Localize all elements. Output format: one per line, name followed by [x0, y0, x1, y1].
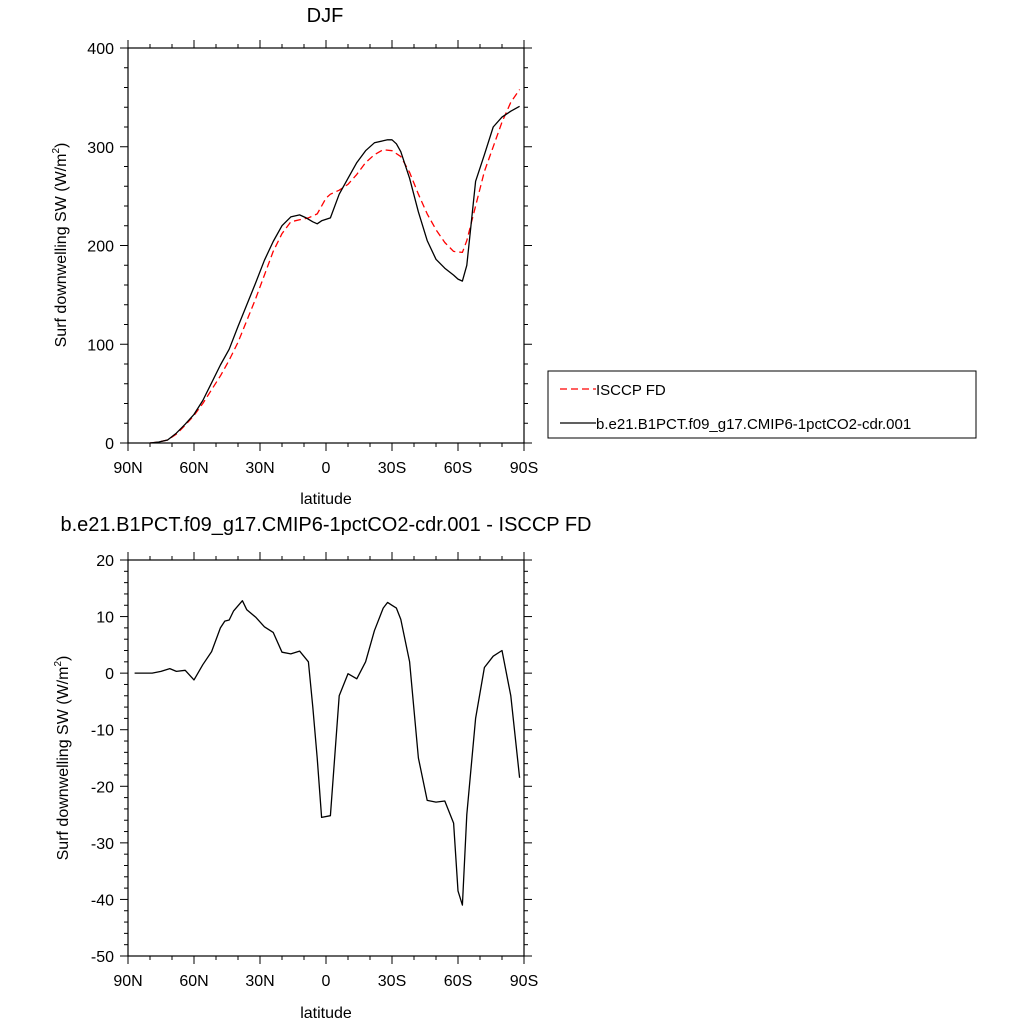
- top-chart-y-axis-title-main: Surf downwelling SW (W/m: [53, 154, 70, 348]
- bottom-chart-y-tick-label: -20: [91, 779, 114, 796]
- top-chart-x-tick-label: 90N: [113, 460, 142, 477]
- top-chart-x-axis-title: latitude: [300, 491, 352, 508]
- legend-label-model: b.e21.B1PCT.f09_g17.CMIP6-1pctCO2-cdr.00…: [596, 416, 911, 433]
- top-chart-ticks: [120, 40, 532, 451]
- bottom-chart-y-tick-label: -50: [91, 949, 114, 966]
- bottom-chart-y-tick-label: 0: [105, 666, 114, 683]
- bottom-chart-x-tick-label: 0: [322, 973, 331, 990]
- top-chart-y-tick-label: 0: [105, 436, 114, 453]
- bottom-chart: b.e21.B1PCT.f09_g17.CMIP6-1pctCO2-cdr.00…: [53, 514, 592, 1022]
- bottom-chart-y-tick-labels: -50 -40 -30 -20 -10 0 10 20: [91, 553, 114, 966]
- bottom-chart-y-tick-label: 20: [96, 553, 114, 570]
- top-chart-y-tick-label: 400: [87, 41, 114, 58]
- bottom-chart-y-tick-label: -30: [91, 836, 114, 853]
- top-chart-y-axis-title-close: ): [53, 143, 70, 148]
- top-chart-series: [149, 89, 521, 444]
- top-chart-x-tick-label: 60S: [444, 460, 472, 477]
- top-chart-plot-frame: [127, 47, 525, 444]
- legend: ISCCP FD b.e21.B1PCT.f09_g17.CMIP6-1pctC…: [547, 370, 977, 439]
- bottom-chart-y-tick-label: -40: [91, 892, 114, 909]
- bottom-chart-x-tick-label: 30S: [378, 973, 406, 990]
- bottom-chart-x-tick-label: 60S: [444, 973, 472, 990]
- bottom-chart-x-tick-label: 30N: [245, 973, 274, 990]
- legend-label-isccp: ISCCP FD: [596, 382, 666, 399]
- top-chart-x-tick-label: 30S: [378, 460, 406, 477]
- bottom-chart-plot-frame: [127, 559, 525, 957]
- top-chart-series-line-1: [149, 105, 520, 444]
- bottom-chart-y-axis-title-close: ): [55, 656, 72, 661]
- top-chart-y-tick-label: 100: [87, 337, 114, 354]
- bottom-chart-title: b.e21.B1PCT.f09_g17.CMIP6-1pctCO2-cdr.00…: [61, 514, 592, 536]
- bottom-chart-x-tick-label: 90N: [113, 973, 142, 990]
- top-chart-y-tick-label: 300: [87, 140, 114, 157]
- top-chart-x-tick-label: 90S: [510, 460, 538, 477]
- bottom-chart-y-axis-title: Surf downwelling SW (W/m2): [53, 656, 72, 861]
- top-chart-y-tick-labels: 0 100 200 300 400: [87, 41, 114, 453]
- top-chart: DJF 90N 60N 30N 0 30S 60S 90S 0 100 200 300 400 la…: [51, 5, 538, 508]
- bottom-chart-series-line-0: [134, 600, 521, 906]
- top-chart-x-tick-labels: 90N 60N 30N 0 30S 60S 90S: [113, 460, 538, 477]
- top-chart-x-tick-label: 0: [322, 460, 331, 477]
- bottom-chart-x-tick-label: 90S: [510, 973, 538, 990]
- bottom-chart-y-axis-title-main: Surf downwelling SW (W/m: [55, 667, 72, 861]
- top-chart-title: DJF: [307, 5, 344, 27]
- top-chart-y-axis-title: Surf downwelling SW (W/m2): [51, 143, 70, 348]
- top-chart-x-tick-label: 30N: [245, 460, 274, 477]
- top-chart-y-axis-title-superscript: 2: [51, 148, 62, 154]
- bottom-chart-series: [134, 600, 521, 906]
- bottom-chart-y-axis-title-superscript: 2: [53, 661, 64, 667]
- bottom-chart-x-axis-title: latitude: [300, 1005, 352, 1022]
- bottom-chart-ticks: [120, 552, 532, 964]
- legend-box: [547, 370, 977, 439]
- top-chart-series-line-0: [149, 89, 521, 444]
- bottom-chart-y-tick-label: -10: [91, 723, 114, 740]
- bottom-chart-x-tick-label: 60N: [179, 973, 208, 990]
- bottom-chart-y-tick-label: 10: [96, 610, 114, 627]
- top-chart-y-tick-label: 200: [87, 239, 114, 256]
- bottom-chart-x-tick-labels: 90N 60N 30N 0 30S 60S 90S: [113, 973, 538, 990]
- top-chart-x-tick-label: 60N: [179, 460, 208, 477]
